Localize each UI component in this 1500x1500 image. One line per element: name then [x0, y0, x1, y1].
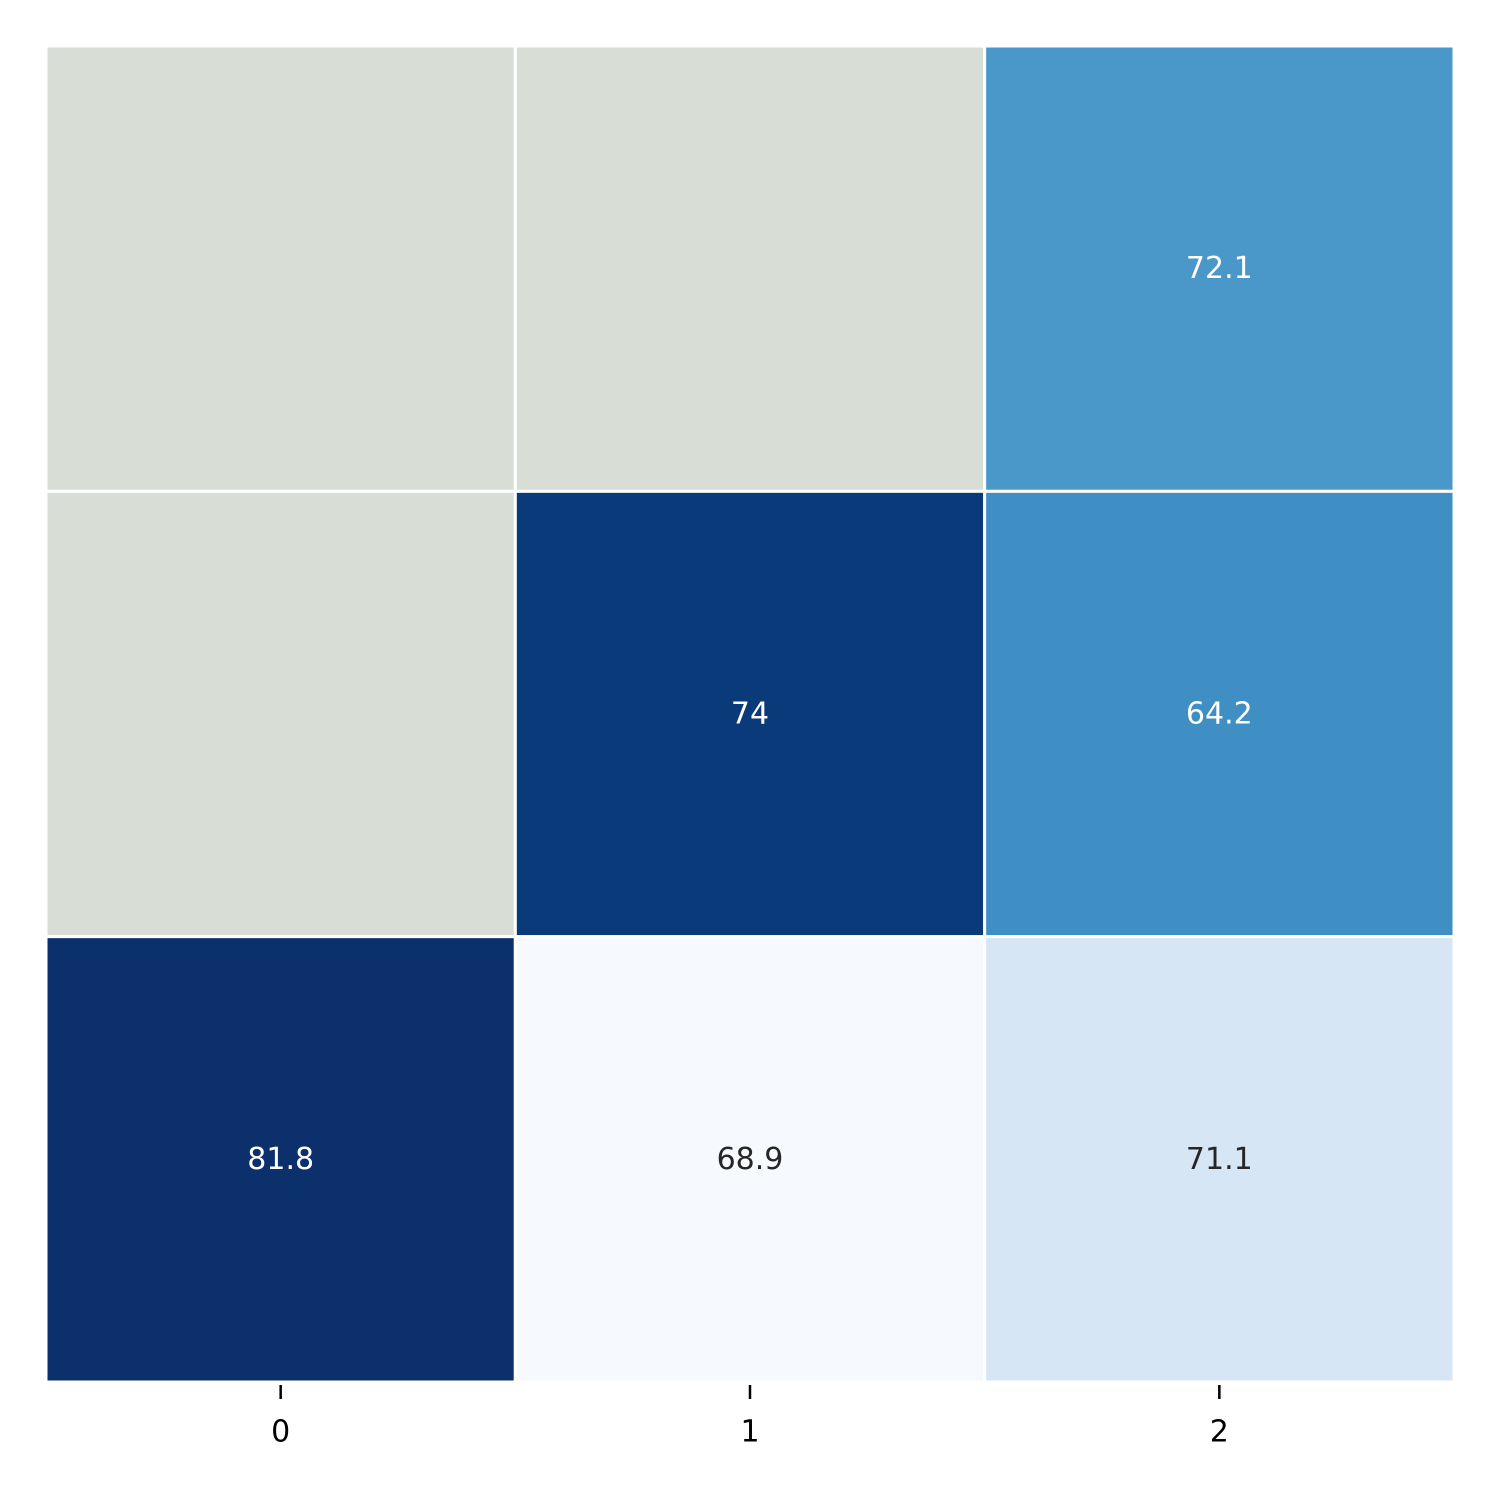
cell-value-label-r1-c2: 64.2: [1186, 697, 1253, 732]
heatmap-cell-r1-c0: [44, 489, 517, 939]
heatmap-cell-r0-c1: [513, 44, 987, 493]
cell-value-label-r0-c2: 72.1: [1186, 251, 1253, 286]
heatmap-cell-labels: 72.1 74 64.2 81.8 68.9 71.1: [247, 251, 1252, 1177]
cell-value-label-r2-c0: 81.8: [247, 1142, 314, 1177]
heatmap-cell-r2-c1: [513, 935, 987, 1384]
heatmap-cell-r2-c2: [983, 935, 1456, 1384]
heatmap-cells: [44, 44, 1456, 1384]
x-tick-label-2: 2: [1210, 1415, 1229, 1450]
cell-value-label-r1-c1: 74: [731, 697, 769, 732]
heatmap-cell-r1-c1: [513, 489, 987, 939]
heatmap-cell-r1-c2: [983, 489, 1456, 939]
heatmap-cell-r0-c0: [44, 44, 517, 493]
cell-value-label-r2-c2: 71.1: [1186, 1142, 1253, 1177]
x-tick-label-1: 1: [740, 1415, 759, 1450]
x-tick-label-0: 0: [271, 1415, 290, 1450]
cell-value-label-r2-c1: 68.9: [717, 1142, 784, 1177]
x-axis: 0 1 2: [271, 1385, 1229, 1450]
heatmap-cell-r2-c0: [44, 935, 517, 1384]
heatmap-cell-r0-c2: [983, 44, 1456, 493]
